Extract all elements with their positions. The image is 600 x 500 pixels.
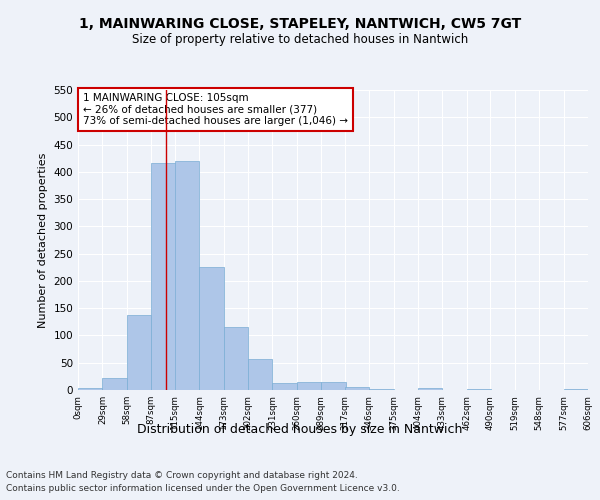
Bar xyxy=(418,388,442,390)
Bar xyxy=(297,382,321,390)
Bar xyxy=(272,384,297,390)
Text: Contains HM Land Registry data © Crown copyright and database right 2024.: Contains HM Land Registry data © Crown c… xyxy=(6,470,358,480)
Bar xyxy=(175,161,199,390)
Bar xyxy=(103,378,127,390)
Text: 1, MAINWARING CLOSE, STAPELEY, NANTWICH, CW5 7GT: 1, MAINWARING CLOSE, STAPELEY, NANTWICH,… xyxy=(79,18,521,32)
Text: Size of property relative to detached houses in Nantwich: Size of property relative to detached ho… xyxy=(132,32,468,46)
Text: Contains public sector information licensed under the Open Government Licence v3: Contains public sector information licen… xyxy=(6,484,400,493)
Bar xyxy=(78,388,103,390)
Bar xyxy=(248,359,272,390)
Bar xyxy=(199,266,224,390)
Y-axis label: Number of detached properties: Number of detached properties xyxy=(38,152,48,328)
Bar xyxy=(151,162,176,390)
Text: 1 MAINWARING CLOSE: 105sqm
← 26% of detached houses are smaller (377)
73% of sem: 1 MAINWARING CLOSE: 105sqm ← 26% of deta… xyxy=(83,93,348,126)
Bar xyxy=(127,314,151,390)
Bar xyxy=(224,326,248,390)
Bar xyxy=(345,388,369,390)
Bar xyxy=(321,382,346,390)
Text: Distribution of detached houses by size in Nantwich: Distribution of detached houses by size … xyxy=(137,422,463,436)
